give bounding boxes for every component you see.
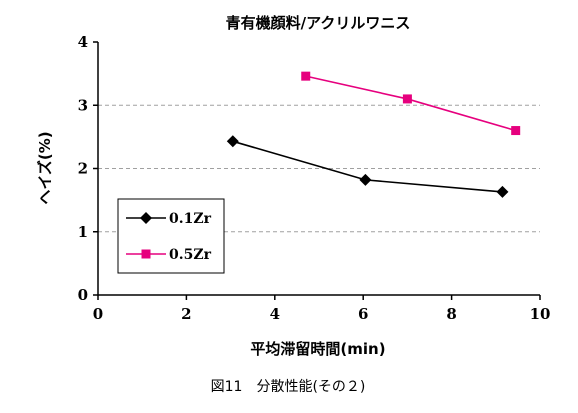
y-tick-label: 0 xyxy=(78,286,88,304)
x-tick-label: 10 xyxy=(530,305,551,323)
legend-label: 0.1Zr xyxy=(169,211,212,227)
series xyxy=(226,71,521,198)
legend-label: 0.5Zr xyxy=(169,247,212,263)
figure-caption: 図11 分散性能(その２) xyxy=(211,379,366,395)
x-tick-label: 0 xyxy=(93,305,103,323)
series-line xyxy=(232,140,503,193)
chart-title: 青有機顔料/アクリルワニス xyxy=(226,14,411,32)
x-ticks: 0 2 4 6 8 10 xyxy=(93,295,551,323)
legend-marker xyxy=(141,249,151,259)
y-tick-label: 3 xyxy=(78,96,88,114)
y-axis-label: ヘイズ(%) xyxy=(36,131,54,204)
y-tick-label: 1 xyxy=(78,223,88,241)
x-tick-label: 4 xyxy=(270,305,280,323)
data-point xyxy=(301,71,311,81)
legend-entry: 0.5Zr xyxy=(126,247,212,263)
series-1 xyxy=(301,71,521,136)
y-ticks: 0 1 2 3 4 xyxy=(78,33,98,304)
data-point xyxy=(496,185,509,198)
data-point xyxy=(511,126,521,136)
legend-entry: 0.1Zr xyxy=(126,211,212,227)
y-tick-label: 2 xyxy=(78,160,88,178)
legend-marker xyxy=(140,212,152,224)
x-axis-label: 平均滞留時間(min) xyxy=(250,340,385,358)
data-point xyxy=(226,135,239,148)
y-tick-label: 4 xyxy=(78,33,88,51)
legend: 0.1Zr 0.5Zr xyxy=(117,198,225,274)
data-point xyxy=(402,94,412,104)
series-0 xyxy=(226,135,509,198)
x-tick-label: 6 xyxy=(358,305,368,323)
legend-box xyxy=(117,198,225,274)
data-point xyxy=(359,173,372,186)
x-tick-label: 2 xyxy=(181,305,191,323)
x-tick-label: 8 xyxy=(446,305,456,323)
